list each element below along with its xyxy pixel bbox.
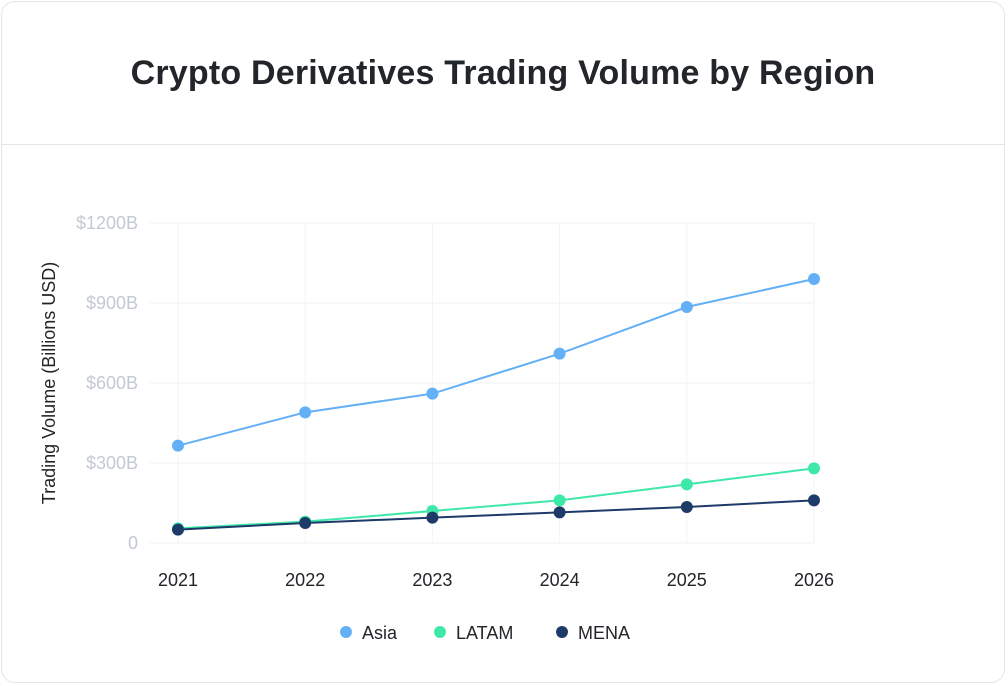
data-point-asia — [426, 387, 439, 400]
data-point-latam — [680, 478, 693, 491]
x-tick-label: 2026 — [794, 570, 834, 590]
data-point-mena — [553, 506, 566, 519]
y-tick-label: 0 — [128, 533, 138, 553]
data-point-mena — [299, 517, 312, 529]
y-tick-label: $300B — [86, 453, 138, 473]
y-tick-label: $600B — [86, 373, 138, 393]
data-point-mena — [172, 523, 184, 536]
data-point-asia — [172, 439, 184, 452]
legend-marker-mena — [556, 626, 568, 638]
y-tick-label: $1200B — [76, 213, 138, 233]
series-line-latam — [177, 467, 815, 530]
data-point-mena — [680, 501, 693, 513]
chart-title: Crypto Derivatives Trading Volume by Reg… — [130, 53, 876, 92]
data-point-asia — [553, 347, 566, 360]
data-point-asia — [808, 273, 820, 285]
legend-label-latam: LATAM — [456, 623, 513, 643]
data-point-latam — [808, 462, 820, 475]
x-tick-label: 2022 — [285, 570, 325, 590]
data-point-mena — [426, 511, 439, 524]
legend-marker-latam — [434, 626, 446, 638]
x-tick-label: 2025 — [667, 570, 707, 590]
chart-header: Crypto Derivatives Trading Volume by Reg… — [2, 2, 1004, 145]
y-axis-label: Trading Volume (Billions USD) — [39, 262, 59, 504]
data-point-asia — [680, 301, 693, 313]
legend-marker-asia — [340, 626, 352, 638]
x-tick-label: 2024 — [540, 570, 580, 590]
series-line-mena — [177, 499, 815, 531]
data-point-latam — [553, 494, 566, 507]
series-line-asia — [177, 278, 815, 447]
data-point-mena — [808, 494, 820, 507]
x-tick-label: 2023 — [412, 570, 452, 590]
y-tick-label: $900B — [86, 293, 138, 313]
legend-label-asia: Asia — [362, 623, 398, 643]
x-tick-label: 2021 — [158, 570, 198, 590]
legend-label-mena: MENA — [578, 623, 630, 643]
data-point-asia — [299, 406, 312, 419]
